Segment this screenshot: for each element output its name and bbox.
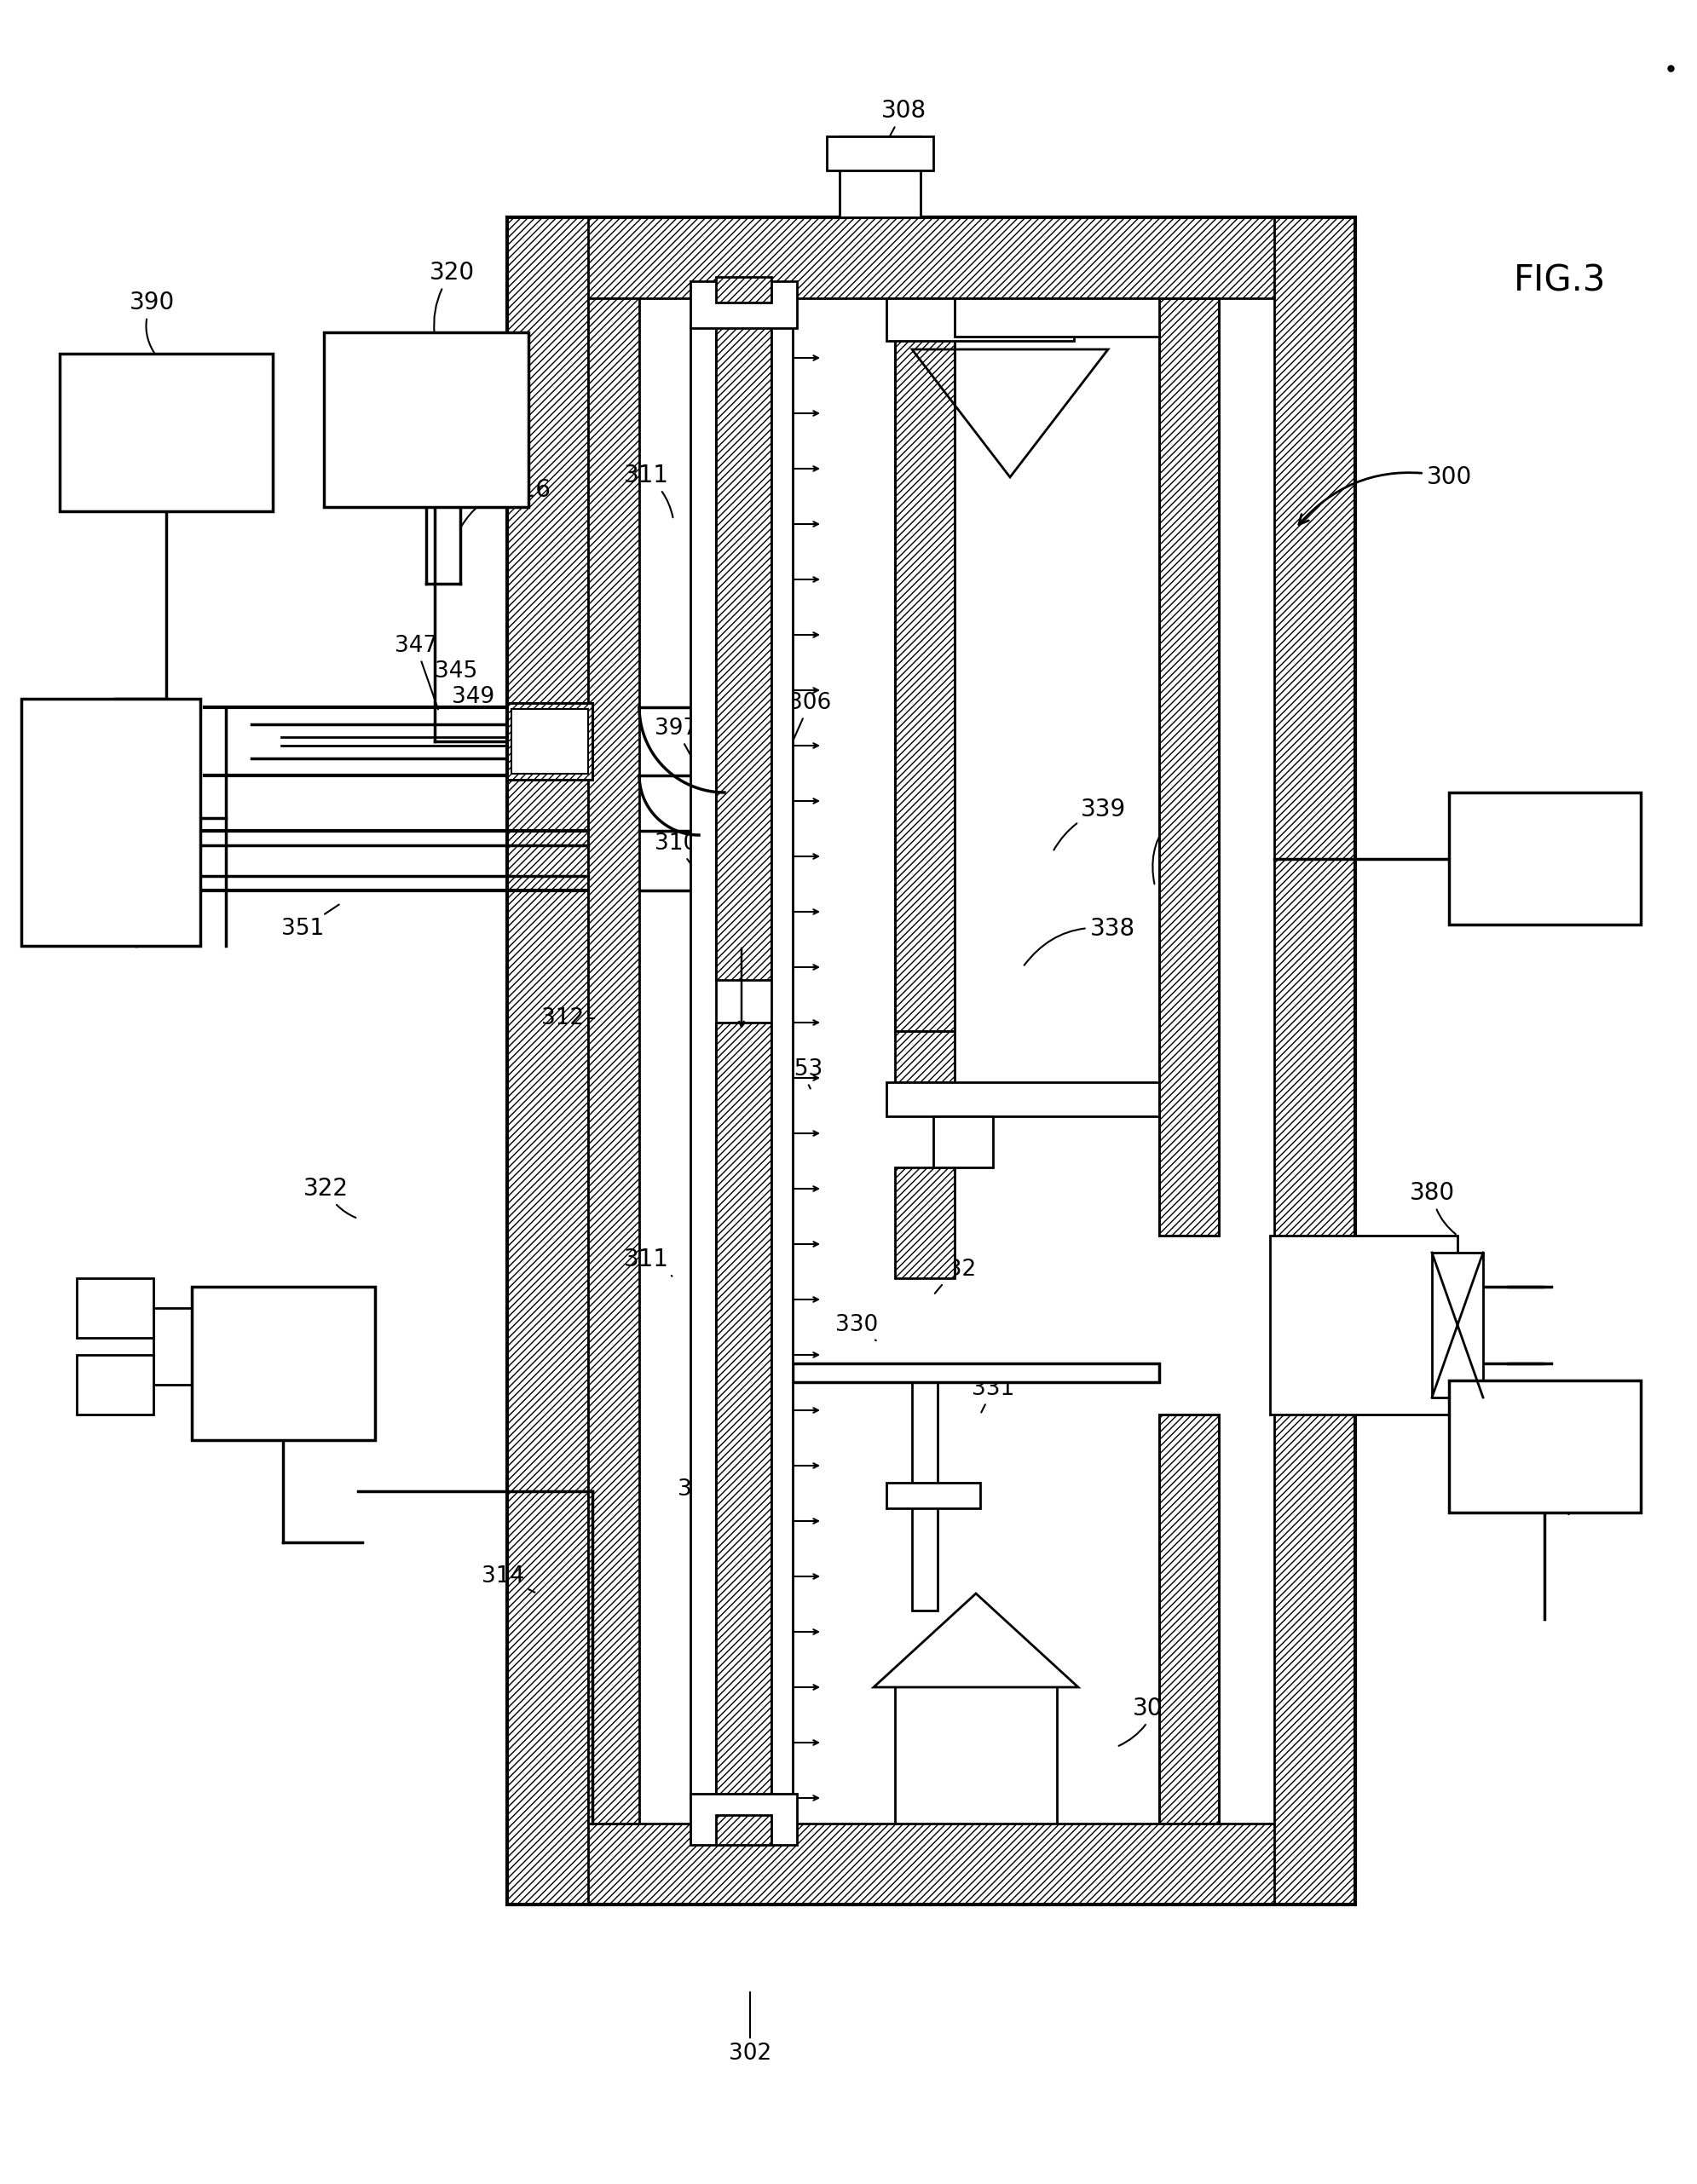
Text: 312: 312: [541, 1007, 594, 1029]
Text: 334: 334: [1152, 797, 1203, 885]
Bar: [507, 703, 592, 780]
Text: REMOTE: REMOTE: [58, 747, 163, 769]
Text: 311: 311: [623, 463, 674, 518]
Bar: [886, 1483, 981, 1509]
Text: SOURCE: SOURCE: [367, 422, 485, 448]
Bar: [826, 135, 933, 170]
Text: 308: 308: [874, 98, 927, 164]
Bar: [1159, 1415, 1218, 1824]
Text: 310: 310: [655, 832, 697, 867]
Bar: [192, 1286, 375, 1439]
Text: 349: 349: [451, 686, 494, 708]
Text: 397: 397: [655, 719, 697, 760]
Bar: [691, 323, 716, 1797]
Text: SOURCE: SOURCE: [59, 823, 163, 845]
Text: 395: 395: [95, 1376, 136, 1396]
Bar: [911, 1382, 937, 1610]
Bar: [894, 299, 955, 1031]
Bar: [1274, 216, 1356, 1904]
Bar: [894, 299, 955, 1031]
Text: PLASMA: PLASMA: [59, 786, 163, 808]
Text: 102: 102: [711, 1319, 755, 1345]
Text: 300: 300: [1298, 465, 1471, 524]
Bar: [840, 135, 920, 216]
Bar: [76, 1278, 153, 1339]
Text: 396: 396: [95, 1299, 136, 1319]
Text: $\mathdefault{H_2}$ GAS: $\mathdefault{H_2}$ GAS: [112, 422, 221, 448]
Bar: [589, 299, 640, 1824]
Text: 338: 338: [1025, 917, 1135, 965]
Bar: [22, 699, 200, 946]
Text: 333: 333: [677, 1479, 720, 1505]
Text: 324: 324: [80, 751, 129, 773]
Text: RF POWER: RF POWER: [209, 1352, 356, 1376]
Bar: [507, 216, 589, 1904]
Text: 304: 304: [1118, 1697, 1178, 1745]
Bar: [691, 282, 798, 328]
Text: 351: 351: [282, 904, 339, 939]
Text: 345: 345: [434, 660, 477, 684]
Bar: [716, 323, 772, 981]
Text: 306: 306: [789, 692, 832, 738]
Text: PUMP: PUMP: [1500, 1433, 1588, 1461]
Bar: [507, 1824, 1356, 1904]
Bar: [792, 1363, 1159, 1382]
Text: 347: 347: [394, 636, 438, 710]
Bar: [76, 1354, 153, 1415]
Text: 314: 314: [482, 1566, 535, 1592]
Bar: [507, 216, 1356, 1904]
Bar: [511, 710, 589, 773]
Text: 353: 353: [781, 1059, 823, 1088]
Text: 316: 316: [462, 478, 552, 526]
Bar: [1449, 1380, 1641, 1514]
Text: 339: 339: [1054, 797, 1127, 850]
Bar: [886, 299, 1074, 341]
Text: 336: 336: [1519, 847, 1570, 871]
Bar: [59, 354, 273, 511]
Text: GAS: GAS: [395, 384, 456, 408]
Bar: [1269, 1236, 1458, 1415]
Text: FIG.3: FIG.3: [1514, 264, 1605, 299]
Bar: [955, 299, 1159, 336]
Bar: [507, 703, 592, 780]
Text: 322: 322: [304, 1177, 356, 1219]
Text: 302: 302: [728, 1992, 772, 2064]
Bar: [933, 1116, 993, 1168]
Bar: [1159, 299, 1218, 1236]
Bar: [894, 1031, 955, 1083]
Bar: [894, 1168, 955, 1278]
Text: 309: 309: [1558, 1437, 1600, 1514]
Bar: [772, 299, 792, 1824]
Bar: [691, 1793, 798, 1845]
Text: 331: 331: [972, 1378, 1015, 1413]
Bar: [589, 299, 1274, 1824]
Bar: [716, 1815, 772, 1845]
Bar: [716, 1022, 772, 1797]
Bar: [1449, 793, 1641, 924]
Bar: [1159, 1415, 1218, 1824]
Text: 332: 332: [933, 1258, 976, 1293]
Text: 311: 311: [623, 1247, 672, 1275]
Text: 330: 330: [835, 1315, 877, 1341]
Bar: [716, 277, 772, 304]
Text: 320: 320: [429, 260, 475, 334]
Bar: [1432, 1254, 1483, 1398]
Text: 380: 380: [1409, 1182, 1456, 1234]
Text: 390: 390: [129, 290, 175, 356]
Bar: [324, 332, 528, 507]
Bar: [886, 1083, 1159, 1116]
Bar: [507, 216, 1356, 299]
Bar: [1159, 299, 1218, 1236]
